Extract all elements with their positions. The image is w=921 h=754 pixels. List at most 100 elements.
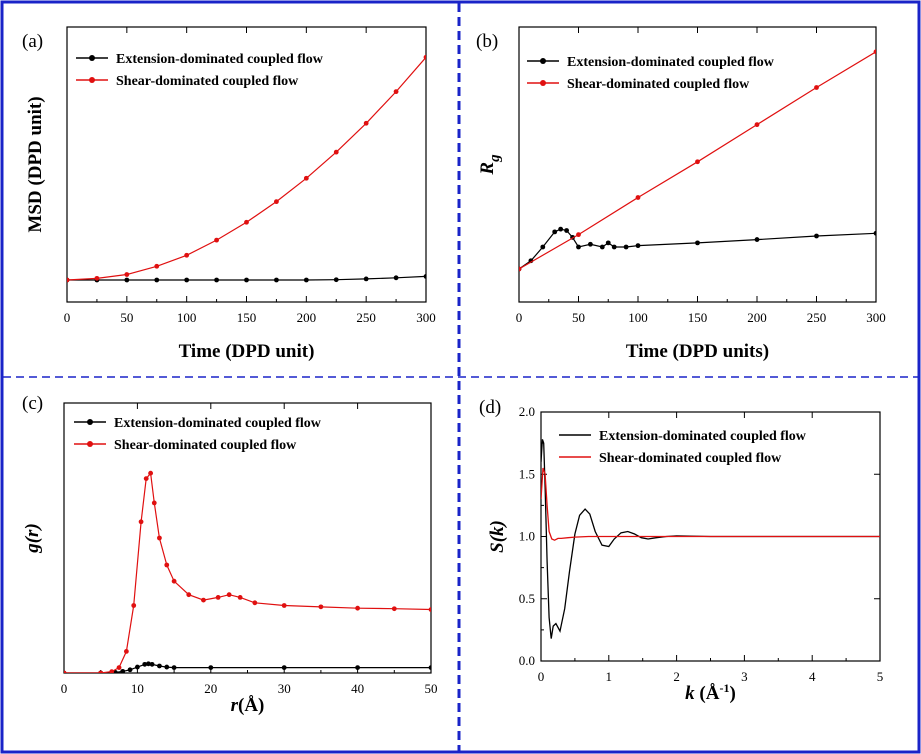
data-point: [333, 277, 339, 283]
data-point: [303, 175, 309, 181]
data-point: [363, 276, 369, 282]
x-axis-title: Time (DPD units): [626, 341, 769, 362]
data-point: [519, 266, 522, 272]
data-point: [138, 519, 144, 525]
data-point: [423, 54, 426, 60]
legend-label: Shear-dominated coupled flow: [567, 77, 750, 92]
series-line-extension: [519, 228, 876, 270]
data-point: [157, 535, 162, 541]
data-point: [695, 240, 700, 246]
x-tick-label: 3: [741, 669, 748, 684]
data-point: [423, 274, 426, 279]
data-point: [184, 252, 190, 258]
y-tick-label: 1.0: [519, 529, 535, 544]
panel-letter: (b): [476, 31, 498, 52]
data-point: [149, 661, 155, 667]
data-point: [148, 470, 154, 476]
data-point: [623, 244, 629, 250]
x-tick-label: 300: [416, 310, 436, 325]
chart-panel-2: (b) 0 50 100 150 200 250 300 Time (DPD units) Rg E…: [476, 26, 886, 362]
data-point: [558, 226, 564, 232]
data-point: [540, 244, 546, 250]
data-point: [184, 277, 190, 283]
data-point: [164, 562, 170, 568]
data-point: [226, 592, 232, 598]
data-point: [814, 85, 819, 90]
x-tick-label: 10: [131, 681, 144, 696]
data-point: [116, 665, 122, 670]
data-point: [215, 595, 221, 600]
x-tick-label: 250: [807, 310, 827, 325]
legend-marker: [540, 58, 546, 64]
data-point: [171, 578, 177, 584]
data-point: [611, 244, 617, 250]
data-point: [64, 670, 67, 673]
chart-panel-3: (c) 0 10 20 30 40 50 r(Å) g(r) Extension-dominate…: [22, 393, 438, 716]
data-point: [67, 277, 70, 283]
legend-entry-extension: Extension-dominated coupled flow: [74, 416, 322, 431]
x-tick-label: 300: [866, 310, 886, 325]
data-point: [142, 661, 148, 667]
legend-label: Extension-dominated coupled flow: [116, 52, 324, 67]
data-point: [355, 605, 360, 611]
x-tick-label: 250: [356, 310, 376, 325]
data-point: [393, 89, 399, 95]
panel-letter: (c): [22, 393, 43, 414]
y-tick-label: 0.0: [519, 653, 535, 668]
y-tick-label: 2.0: [519, 404, 535, 419]
legend-label: Shear-dominated coupled flow: [114, 438, 297, 453]
data-point: [814, 233, 819, 239]
x-tick-label: 200: [297, 310, 317, 325]
data-point: [237, 595, 243, 600]
x-tick-label: 0: [516, 310, 523, 325]
x-tick-label: 30: [278, 681, 291, 696]
legend-label: Extension-dominated coupled flow: [114, 416, 322, 431]
x-tick-label: 50: [572, 310, 585, 325]
x-tick-label: 20: [204, 681, 217, 696]
data-point: [599, 244, 605, 250]
x-axis-title: Time (DPD unit): [179, 341, 315, 362]
x-tick-label: 100: [177, 310, 197, 325]
x-tick-label: 150: [237, 310, 257, 325]
legend-marker: [89, 55, 95, 61]
data-point: [754, 237, 760, 242]
y-tick-label: 1.5: [519, 466, 535, 481]
data-point: [318, 604, 324, 610]
x-tick-label: 200: [747, 310, 767, 325]
series-line-shear: [541, 467, 880, 541]
legend-entry-shear: Shear-dominated coupled flow: [76, 74, 299, 89]
legend-label: Extension-dominated coupled flow: [567, 55, 775, 70]
y-tick-label: 0.5: [519, 591, 535, 606]
legend-marker: [87, 441, 93, 447]
data-point: [127, 667, 133, 673]
chart-panel-4: (d) 0 1 2 3 4 5 0.0 0.5 1.0 1.5 2.0 k (Å-1) S(k) Exten…: [479, 397, 883, 704]
data-point: [120, 668, 126, 673]
data-point: [754, 122, 760, 128]
series-line-shear: [64, 471, 431, 673]
legend-label: Shear-dominated coupled flow: [116, 74, 299, 89]
data-point: [391, 606, 397, 612]
data-point: [588, 241, 593, 247]
legend-entry-shear: Shear-dominated coupled flow: [559, 451, 782, 466]
x-tick-label: 0: [61, 681, 68, 696]
data-point: [146, 661, 151, 667]
data-point: [303, 277, 309, 283]
data-point: [201, 597, 206, 603]
data-point: [131, 603, 137, 608]
data-point: [635, 195, 641, 200]
data-point: [143, 476, 149, 481]
series-line-extension: [541, 439, 880, 639]
legend-label: Shear-dominated coupled flow: [599, 451, 782, 466]
data-point: [164, 664, 170, 670]
data-point: [552, 229, 558, 235]
x-tick-label: 50: [120, 310, 133, 325]
data-point: [281, 603, 287, 608]
data-point: [363, 120, 369, 126]
panel-letter: (d): [479, 397, 501, 418]
data-point: [355, 665, 360, 670]
data-point: [873, 49, 876, 55]
data-point: [274, 199, 279, 205]
